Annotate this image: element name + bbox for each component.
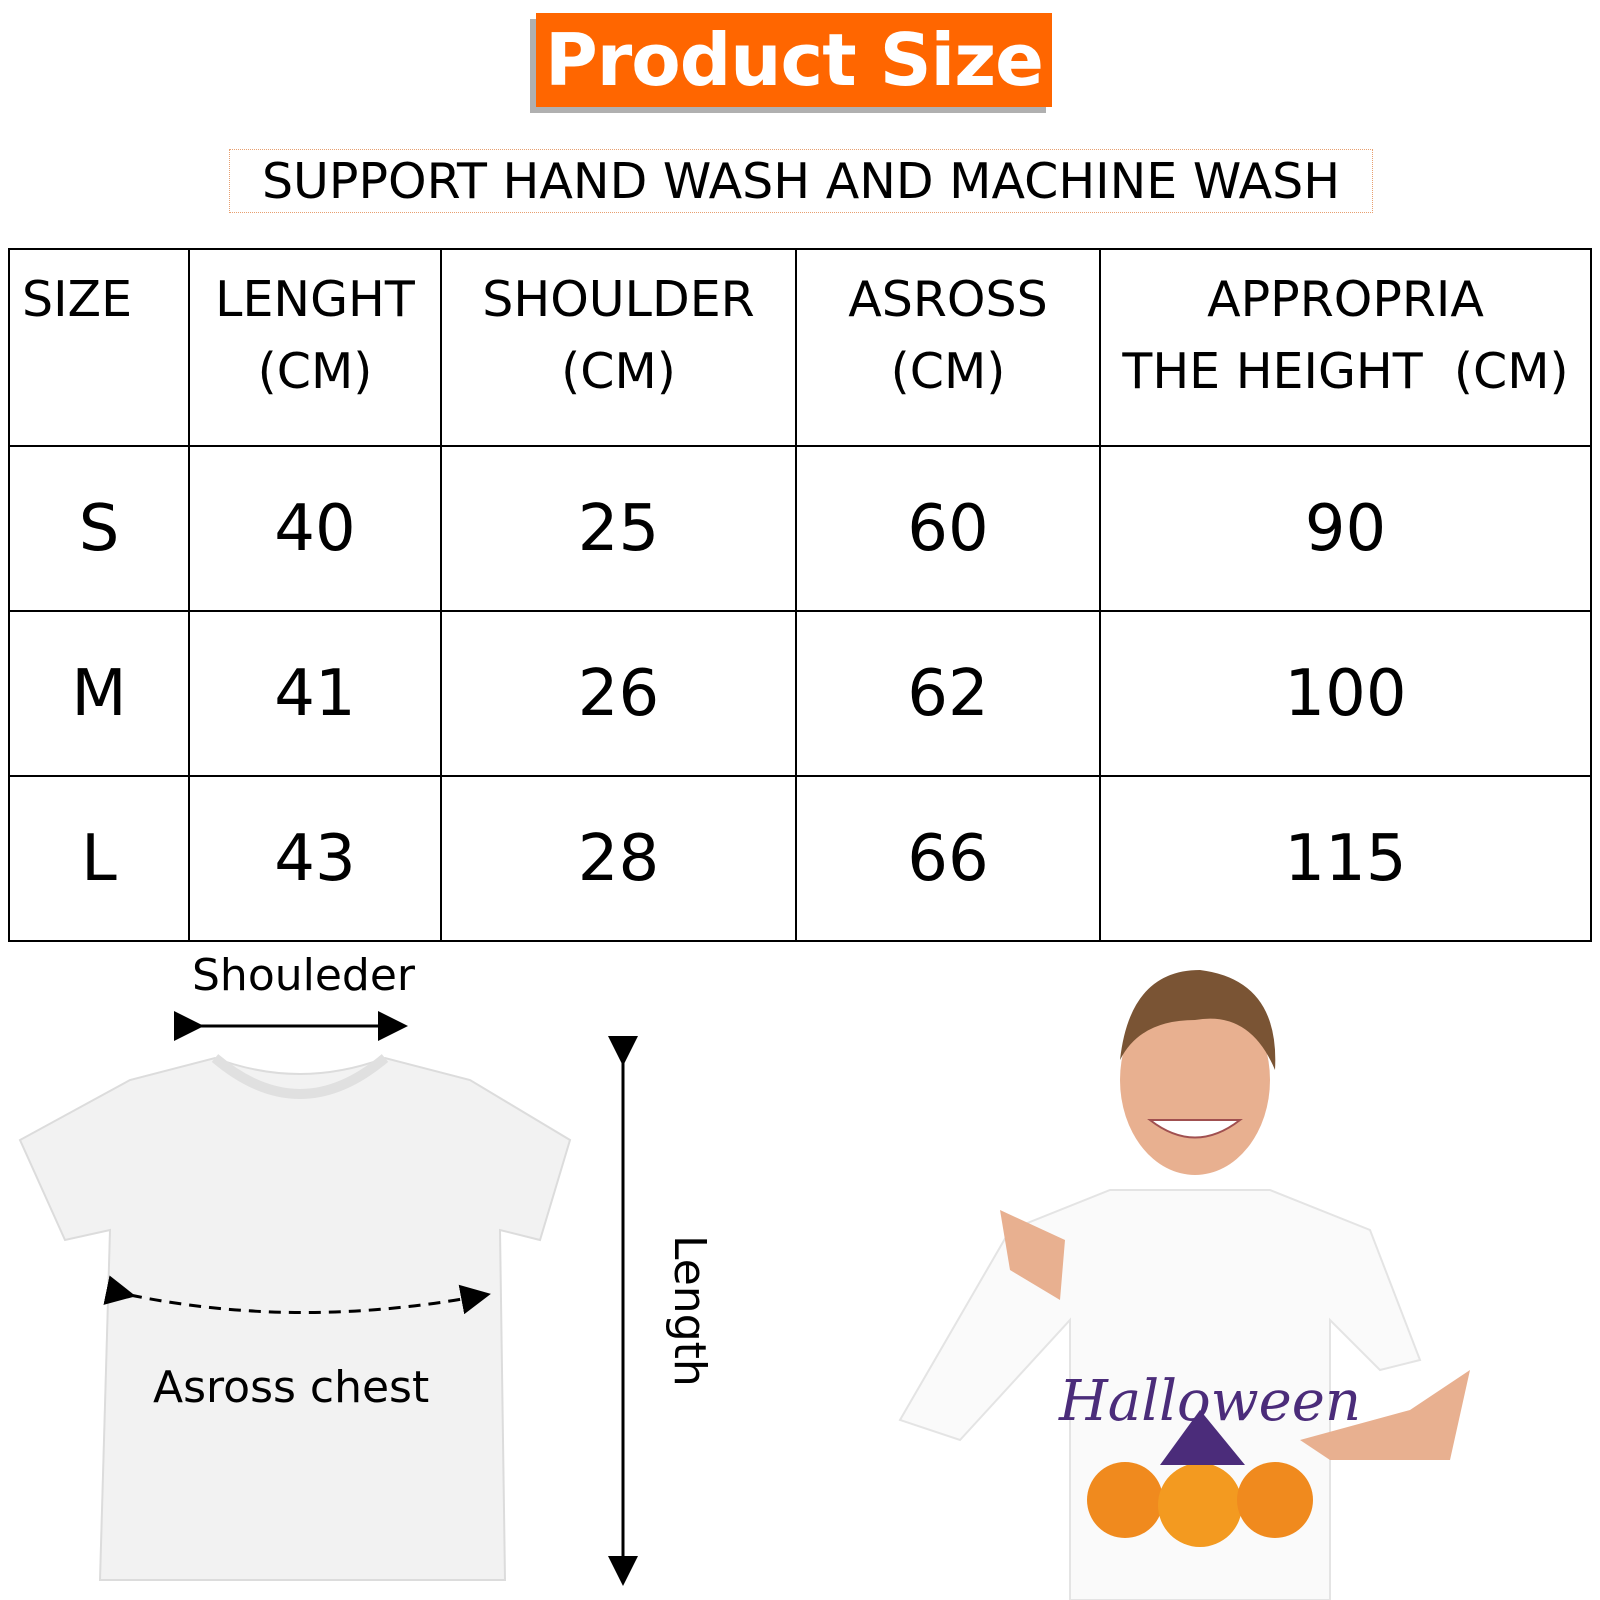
pumpkin-icon	[1087, 1462, 1163, 1538]
header-length: LENGHT (CM)	[188, 248, 442, 447]
wash-subtitle: SUPPORT HAND WASH AND MACHINE WASH	[229, 149, 1373, 213]
pumpkin-icon	[1237, 1462, 1313, 1538]
header-size: SIZE	[8, 248, 190, 447]
length-label: Length	[664, 1235, 715, 1387]
cell: 40	[188, 445, 442, 612]
cell: 26	[440, 610, 797, 777]
table-row: M 41 26 62 100	[8, 610, 1592, 777]
cell: 62	[795, 610, 1101, 777]
cell: 115	[1099, 775, 1592, 942]
cell: 100	[1099, 610, 1592, 777]
cell: L	[8, 775, 190, 942]
header-height: APPROPRIA THE HEIGHT (CM)	[1099, 248, 1592, 447]
title-banner: Product Size	[536, 13, 1052, 107]
cell: 25	[440, 445, 797, 612]
page-title: Product Size	[545, 18, 1044, 102]
pumpkin-icon	[1158, 1463, 1242, 1547]
table-row: L 43 28 66 115	[8, 775, 1592, 942]
table-header-row: SIZE LENGHT (CM) SHOULDER (CM) ASROSS (CM) …	[8, 248, 1592, 447]
cell: 66	[795, 775, 1101, 942]
chest-arrow	[103, 1275, 491, 1315]
cell: 60	[795, 445, 1101, 612]
cell: 28	[440, 775, 797, 942]
table-row: S 40 25 60 90	[8, 445, 1592, 612]
measurement-diagram: Halloween	[18, 970, 1470, 1600]
header-shoulder: SHOULDER (CM)	[440, 248, 797, 447]
cell: 43	[188, 775, 442, 942]
cell: S	[8, 445, 190, 612]
cell: 90	[1099, 445, 1592, 612]
size-table: SIZE LENGHT (CM) SHOULDER (CM) ASROSS (CM) …	[8, 248, 1592, 942]
shoulder-label: Shouleder	[192, 950, 416, 1001]
chest-label: Asross chest	[153, 1362, 430, 1413]
boy-photo: Halloween	[898, 970, 1470, 1600]
witch-hat-icon	[1160, 1410, 1245, 1465]
cell: M	[8, 610, 190, 777]
header-across: ASROSS (CM)	[795, 248, 1101, 447]
cell: 41	[188, 610, 442, 777]
tshirt-icon	[18, 1054, 572, 1581]
